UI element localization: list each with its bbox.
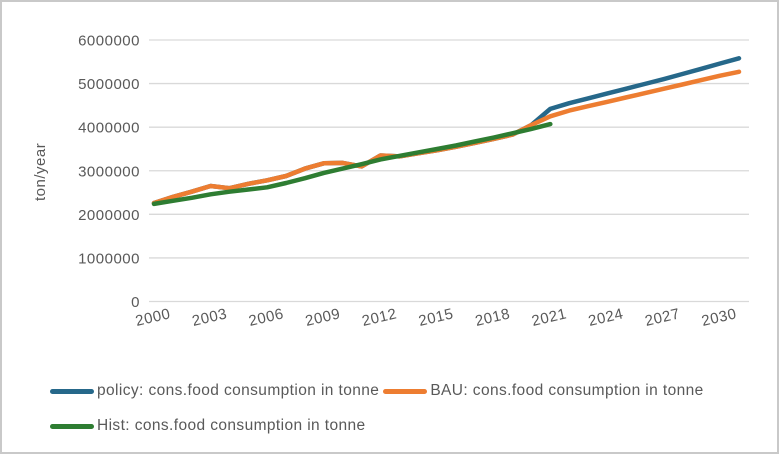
x-tick-label: 2030 <box>700 305 738 330</box>
series-line <box>151 56 742 206</box>
y-tick-label: 5000000 <box>78 76 140 93</box>
legend-item-hist[interactable]: Hist: cons.food consumption in tonne <box>50 417 366 435</box>
x-tick-label: 2021 <box>530 305 568 330</box>
x-tick-label: 2009 <box>304 305 342 330</box>
legend-label-bau: BAU: cons.food consumption in tonne <box>430 382 704 399</box>
legend-item-bau[interactable]: BAU: cons.food consumption in tonne <box>383 382 703 400</box>
legend-label-hist: Hist: cons.food consumption in tonne <box>97 417 366 434</box>
x-tick-label: 2027 <box>643 305 681 330</box>
y-tick-label: 4000000 <box>78 120 140 137</box>
y-axis-title: ton/year <box>32 142 49 202</box>
legend-row-1: policy: cons.food consumption in tonne B… <box>50 382 760 400</box>
y-tick-label: 2000000 <box>78 207 140 224</box>
series-line <box>151 69 742 206</box>
y-tick-label: 3000000 <box>78 163 140 180</box>
legend-swatch-bau <box>383 388 428 394</box>
y-tick-label: 1000000 <box>78 250 140 267</box>
y-tick-label: 0 <box>131 294 140 311</box>
x-tick-label: 2024 <box>587 305 625 330</box>
x-tick-label: 2018 <box>474 305 512 330</box>
x-tick-label: 2003 <box>190 305 228 330</box>
x-tick-label: 2012 <box>360 305 398 330</box>
legend: policy: cons.food consumption in tonne B… <box>50 382 760 452</box>
y-tick-label: 6000000 <box>78 33 140 50</box>
x-tick-label: 2015 <box>417 305 455 330</box>
x-tick-label: 2006 <box>247 305 285 330</box>
legend-item-policy[interactable]: policy: cons.food consumption in tonne <box>50 382 379 400</box>
legend-row-2: Hist: cons.food consumption in tonne <box>50 417 760 435</box>
legend-swatch-hist <box>50 423 94 429</box>
series-line <box>151 121 553 207</box>
legend-label-policy: policy: cons.food consumption in tonne <box>97 382 380 399</box>
legend-swatch-policy <box>50 388 94 394</box>
